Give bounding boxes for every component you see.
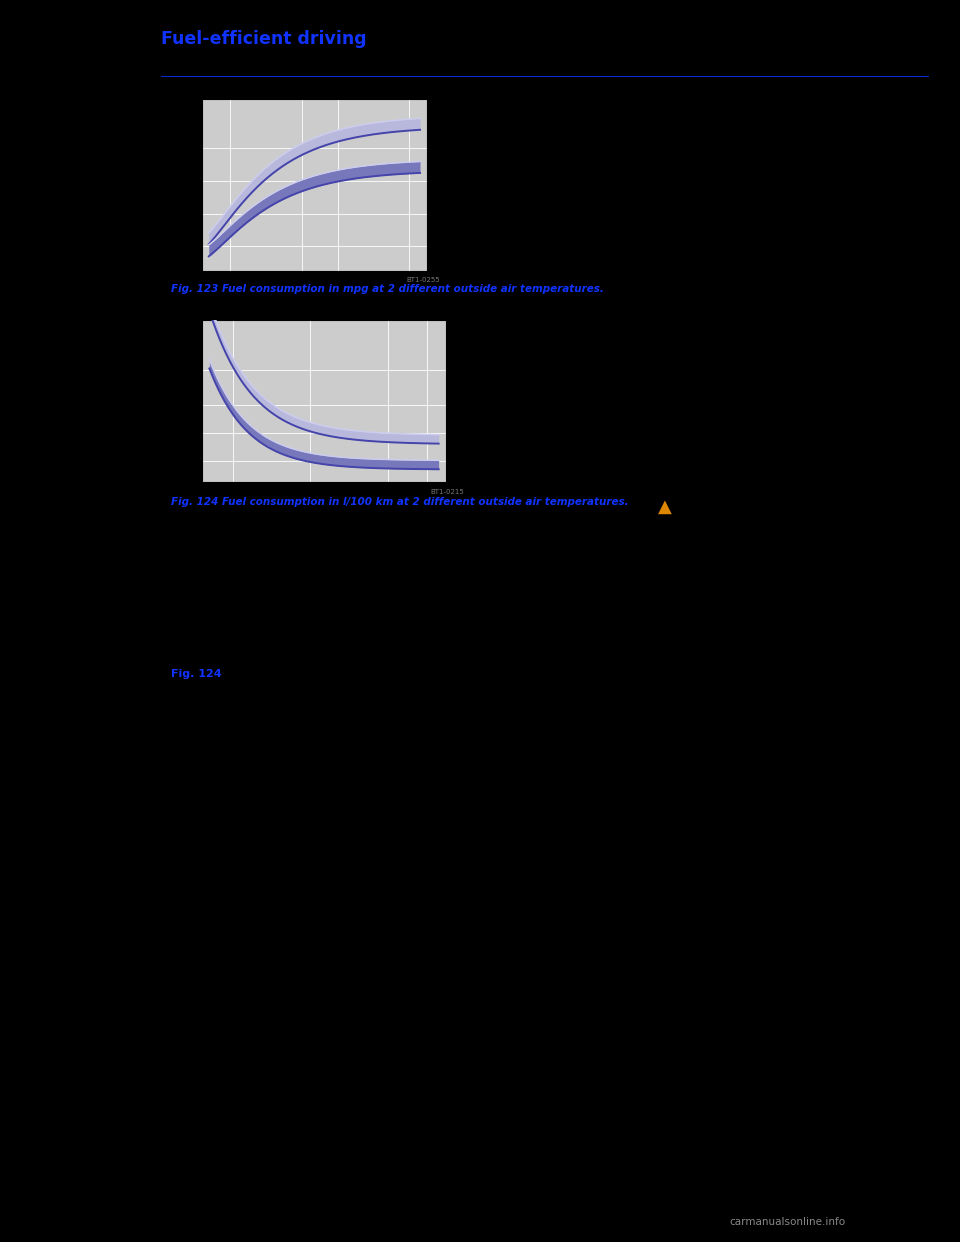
Text: miles: miles: [436, 294, 465, 304]
Text: Fig. 124 Fuel consumption in l/100 km at 2 different outside air temperatures.: Fig. 124 Fuel consumption in l/100 km at…: [171, 498, 629, 508]
Text: 68 °F: 68 °F: [437, 117, 467, 127]
Text: carmanualsonline.info: carmanualsonline.info: [730, 1217, 845, 1227]
Text: ▲: ▲: [658, 498, 671, 515]
Text: -10 °C: -10 °C: [466, 410, 500, 420]
Text: km: km: [456, 508, 472, 518]
Text: BT1-0215: BT1-0215: [430, 489, 464, 496]
Text: Fig. 123 Fuel consumption in mpg at 2 different outside air temperatures.: Fig. 123 Fuel consumption in mpg at 2 di…: [171, 284, 604, 294]
Text: Fig. 124: Fig. 124: [171, 669, 222, 679]
Text: mpg: mpg: [161, 76, 186, 86]
Text: l/100 km: l/100 km: [153, 298, 202, 308]
Text: BT1-0255: BT1-0255: [406, 277, 440, 283]
Text: +20 °C: +20 °C: [466, 433, 506, 443]
Text: Fuel-efficient driving: Fuel-efficient driving: [161, 30, 367, 47]
Text: 14 °F: 14 °F: [437, 164, 467, 174]
